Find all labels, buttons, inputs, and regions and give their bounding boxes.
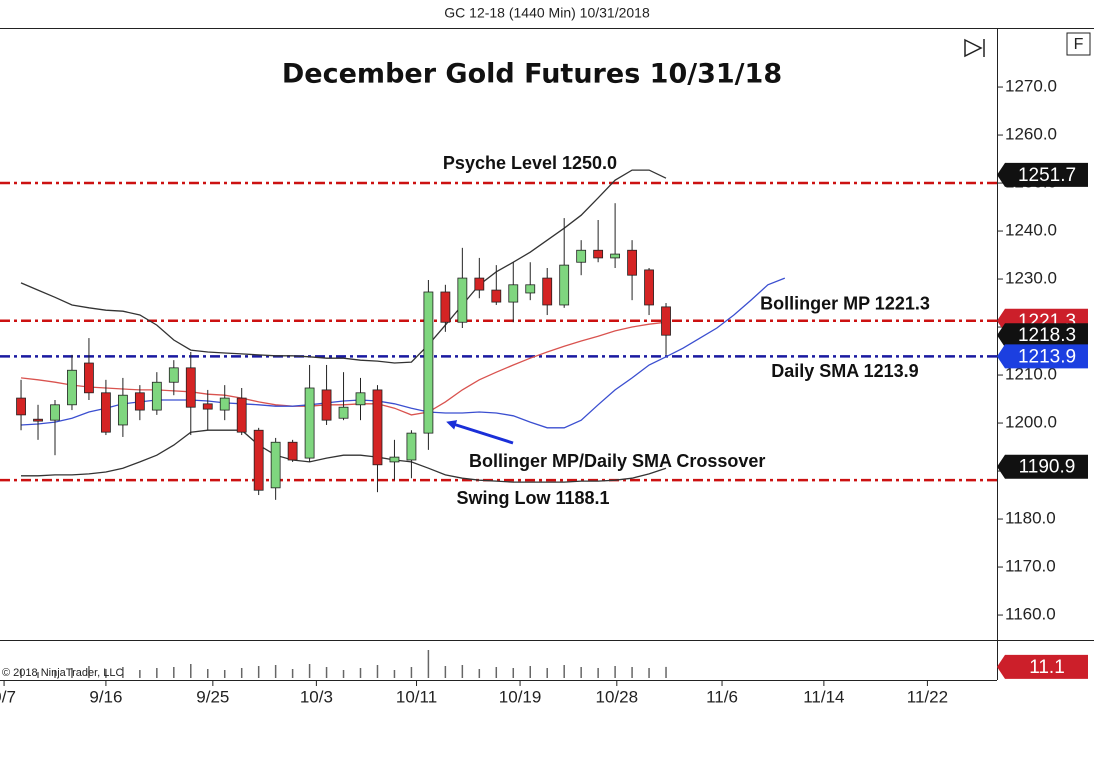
y-tick-label: 1260.0: [1005, 125, 1057, 144]
annotation: Bollinger MP/Daily SMA Crossover: [469, 451, 765, 471]
candle-body: [576, 249, 587, 263]
price-badge: 1190.9: [997, 454, 1088, 479]
price-badge-label: 1218.3: [1018, 325, 1076, 346]
candle-body: [406, 432, 417, 461]
candle-body: [270, 441, 281, 489]
candle-body: [423, 291, 434, 434]
x-tick-label: 10/3: [300, 687, 333, 706]
candle-body: [627, 249, 637, 276]
end-icon[interactable]: [964, 38, 985, 58]
price-badge: 1213.9: [997, 344, 1088, 369]
price-badge: 1251.7: [997, 162, 1088, 187]
level-label: Daily SMA 1213.9: [771, 361, 918, 381]
x-tick-label: 10/11: [396, 687, 437, 706]
candle-body: [16, 397, 26, 416]
candle-body: [287, 441, 298, 461]
candle-body: [168, 367, 179, 383]
price-badge-shape: [997, 344, 1088, 369]
y-tick-label: 1180.0: [1005, 509, 1056, 528]
volume-badge-shape: [997, 654, 1088, 679]
candle-body: [389, 456, 400, 463]
volume-badge: 11.1: [997, 654, 1088, 679]
indicator-line: [20, 277, 786, 429]
candle-body: [219, 397, 230, 411]
candle-body: [151, 381, 162, 411]
price-badge-label: 1213.9: [1018, 346, 1076, 367]
copyright: © 2018 NinjaTrader, LLC: [2, 667, 123, 679]
chart-title: December Gold Futures 10/31/18: [282, 59, 782, 90]
level-label: Bollinger MP 1221.3: [760, 294, 930, 314]
x-tick-label: 10/19: [499, 687, 542, 706]
candle-body: [321, 389, 332, 421]
y-tick-label: 1200.0: [1005, 413, 1057, 432]
indicator-line: [20, 169, 667, 364]
level-label: Swing Low 1188.1: [456, 488, 609, 508]
candle-body: [644, 269, 654, 306]
candle-body: [661, 306, 671, 336]
candle-body: [559, 264, 570, 306]
header: GC 12-18 (1440 Min) 10/31/2018: [444, 5, 650, 21]
candle-body: [253, 429, 264, 491]
candle-body: [610, 253, 621, 259]
y-tick-label: 1240.0: [1005, 221, 1057, 240]
candle-body: [67, 369, 77, 406]
x-tick-label: 10/28: [596, 687, 639, 706]
candle-body: [304, 387, 315, 459]
candle-body: [50, 404, 60, 421]
candle-body: [236, 397, 247, 433]
volume-badge-label: 11.1: [1029, 657, 1065, 678]
price-badge-label: 1190.9: [1019, 457, 1076, 478]
candle-body: [593, 249, 604, 259]
y-tick-label: 1210.0: [1005, 365, 1057, 384]
candle-body: [440, 291, 451, 323]
price-badge-shape: [997, 323, 1088, 348]
price-badge-shape: [997, 162, 1088, 187]
price-badge: 1218.3: [997, 323, 1088, 348]
icon[interactable]: [964, 38, 983, 58]
candle-body: [84, 362, 94, 394]
y-tick-label: 1170.0: [1005, 557, 1056, 576]
corner-box[interactable]: [1066, 32, 1091, 56]
annotation-arrow: [446, 420, 514, 445]
candle-body: [525, 284, 536, 294]
candle-body: [33, 418, 43, 422]
x-tick-label: 9/25: [196, 687, 229, 706]
candle-body: [474, 277, 485, 291]
price-badge-label: 1251.7: [1018, 165, 1076, 186]
corner-label[interactable]: F: [1074, 36, 1084, 53]
candle-body: [372, 389, 383, 466]
x-tick-label: 11/6: [706, 687, 738, 706]
candle-body: [491, 289, 502, 303]
x-tick-label: 9/7: [0, 687, 16, 706]
candle-body: [117, 394, 128, 426]
candle-body: [542, 277, 553, 306]
x-tick-label: 11/14: [803, 687, 844, 706]
candle-body: [134, 392, 145, 411]
candle-body: [202, 403, 213, 410]
candle-body: [508, 284, 519, 303]
y-tick-label: 1160.0: [1005, 605, 1056, 624]
candle-body: [355, 392, 366, 406]
price-badge-shape: [997, 454, 1088, 479]
candle-body: [101, 392, 111, 433]
candle-body: [185, 367, 196, 408]
x-tick-label: 9/16: [89, 687, 122, 706]
plot: [0, 169, 997, 500]
x-tick-label: 11/22: [907, 687, 948, 706]
candle-body: [457, 277, 468, 323]
y-tick-label: 1230.0: [1005, 269, 1057, 288]
candle-body: [338, 406, 349, 419]
level-label: Psyche Level 1250.0: [443, 153, 617, 173]
indicator-line: [21, 429, 667, 483]
y-tick-label: 1270.0: [1005, 77, 1057, 96]
